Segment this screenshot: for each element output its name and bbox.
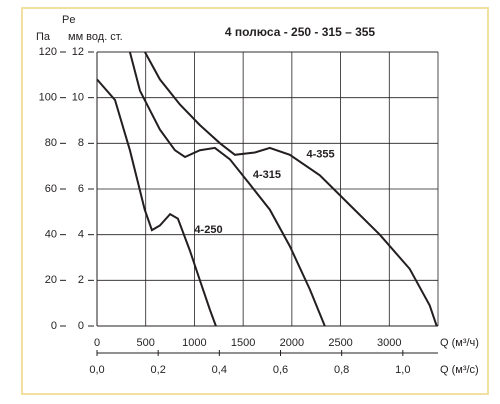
x-tick-label: 1000 <box>182 337 206 349</box>
y-tick-label: 120 <box>39 46 57 58</box>
x-tick-label: 2000 <box>280 337 304 349</box>
x-tick-label: 2500 <box>328 337 352 349</box>
curve <box>96 78 217 327</box>
y-tick-label: 40 <box>45 229 57 241</box>
y-tick-label: 20 <box>45 274 57 286</box>
frame <box>21 7 489 395</box>
y2-tick-label: 2 <box>78 274 84 286</box>
chart-title: 4 полюса - 250 - 315 – 355 <box>225 25 376 39</box>
y2-tick-label: 8 <box>78 137 84 149</box>
y-label: Па <box>36 31 51 43</box>
x2-tick-label: 0,4 <box>212 364 227 376</box>
y2-tick-label: 10 <box>72 92 84 104</box>
x2-tick-label: 0,0 <box>89 364 104 376</box>
y2-tick-label: 0 <box>78 320 84 332</box>
curve <box>144 51 438 327</box>
curve <box>128 51 326 327</box>
x2-tick-label: 0,6 <box>273 364 288 376</box>
x-tick-label: 1500 <box>231 337 255 349</box>
x2-tick-label: 0,2 <box>151 364 166 376</box>
y-tick-label: 80 <box>45 137 57 149</box>
y-tick-label: 100 <box>39 92 57 104</box>
x2-tick-label: 1,0 <box>395 364 410 376</box>
y2-tick-label: 12 <box>72 46 84 58</box>
y2-tick-label: 6 <box>78 183 84 195</box>
x2-label: Q (м³/с) <box>440 364 479 376</box>
x-tick-label: 500 <box>137 337 155 349</box>
y2-tick-label: 4 <box>78 229 84 241</box>
y-label-top: Pe <box>62 14 75 26</box>
x-tick-label: 0 <box>94 337 100 349</box>
curve-label: 4-250 <box>194 224 222 236</box>
x-label: Q (м³/ч) <box>440 337 479 349</box>
y2-label: мм вод. ст. <box>68 31 123 43</box>
curve-label: 4-355 <box>306 149 334 161</box>
y-tick-label: 60 <box>45 183 57 195</box>
x-tick-label: 3000 <box>377 337 401 349</box>
curve-label: 4-315 <box>253 169 281 181</box>
y-tick-label: 0 <box>51 320 57 332</box>
x2-tick-label: 0,8 <box>334 364 349 376</box>
